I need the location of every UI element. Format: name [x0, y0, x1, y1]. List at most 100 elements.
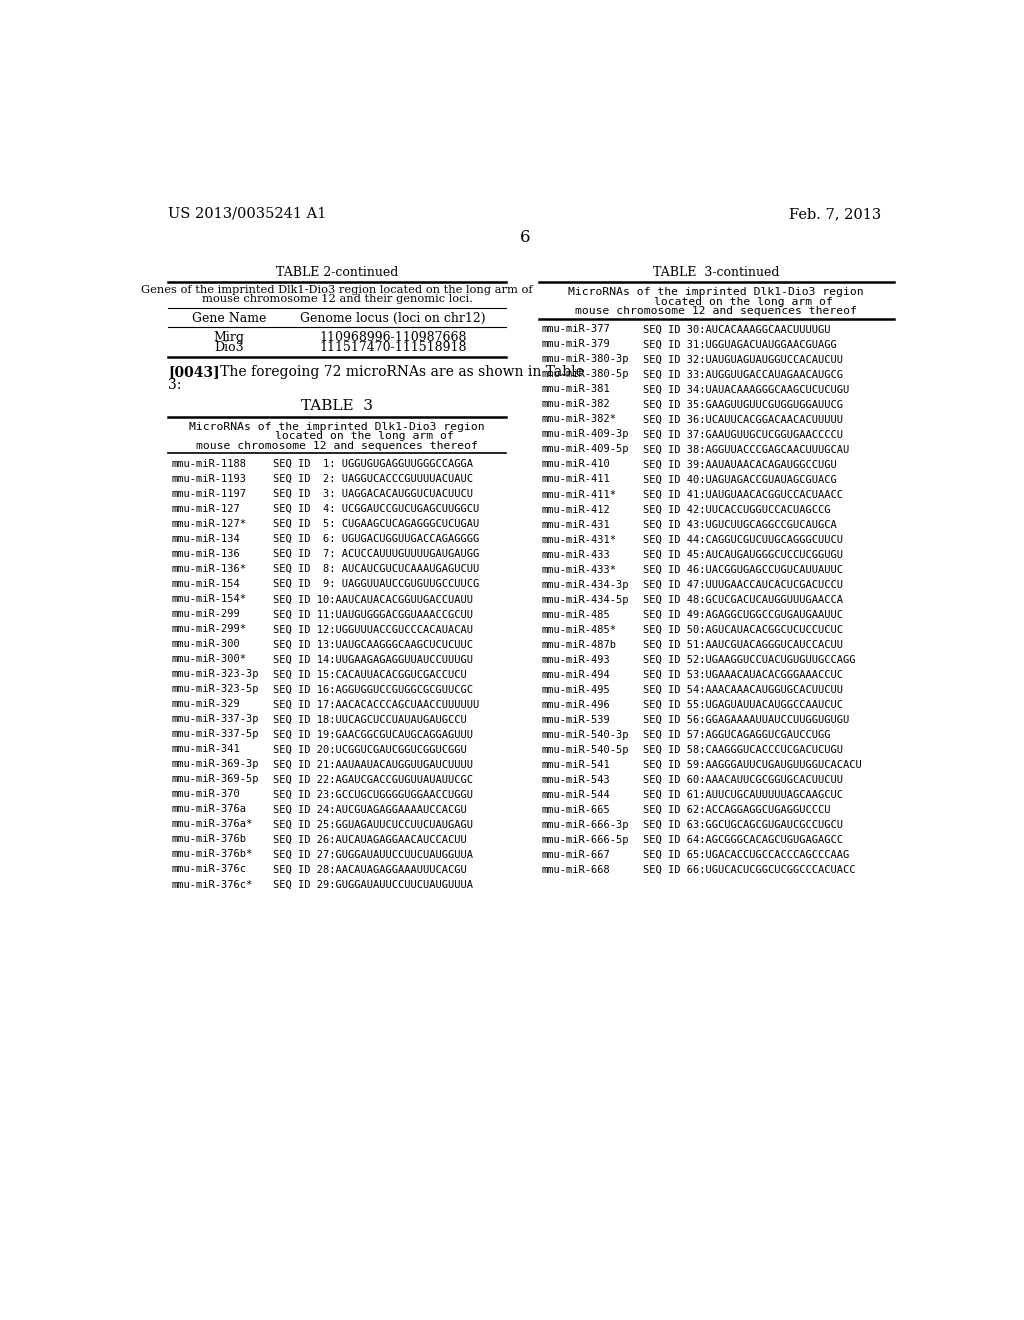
Text: mmu-miR-410: mmu-miR-410 — [542, 459, 610, 470]
Text: mmu-miR-136: mmu-miR-136 — [171, 549, 241, 560]
Text: mmu-miR-409-3p: mmu-miR-409-3p — [542, 429, 630, 440]
Text: mmu-miR-433*: mmu-miR-433* — [542, 565, 616, 574]
Text: SEQ ID  9: UAGGUUAUCCGUGUUGCCUUCG: SEQ ID 9: UAGGUUAUCCGUGUUGCCUUCG — [273, 579, 479, 589]
Text: SEQ ID 22:AGAUCGACCGUGUUAUAUUCGC: SEQ ID 22:AGAUCGACCGUGUUAUAUUCGC — [273, 775, 473, 784]
Text: Genes of the imprinted Dlk1-Dio3 region located on the long arm of: Genes of the imprinted Dlk1-Dio3 region … — [141, 285, 534, 296]
Text: SEQ ID 37:GAAUGUUGCUCGGUGAACCCCU: SEQ ID 37:GAAUGUUGCUCGGUGAACCCCU — [643, 429, 844, 440]
Text: SEQ ID 26:AUCAUAGAGGAACAUCCACUU: SEQ ID 26:AUCAUAGAGGAACAUCCACUU — [273, 834, 467, 845]
Text: mmu-miR-666-5p: mmu-miR-666-5p — [542, 834, 630, 845]
Text: US 2013/0035241 A1: US 2013/0035241 A1 — [168, 207, 327, 220]
Text: SEQ ID 59:AAGGGAUUCUGAUGUUGGUCACACU: SEQ ID 59:AAGGGAUUCUGAUGUUGGUCACACU — [643, 760, 862, 770]
Text: SEQ ID 55:UGAGUAUUACAUGGCCAAUCUC: SEQ ID 55:UGAGUAUUACAUGGCCAAUCUC — [643, 700, 844, 710]
Text: mmu-miR-495: mmu-miR-495 — [542, 685, 610, 694]
Text: SEQ ID  6: UGUGACUGGUUGACCAGAGGGG: SEQ ID 6: UGUGACUGGUUGACCAGAGGGG — [273, 535, 479, 544]
Text: SEQ ID 19:GAACGGCGUCAUGCAGGAGUUU: SEQ ID 19:GAACGGCGUCAUGCAGGAGUUU — [273, 730, 473, 739]
Text: SEQ ID 56:GGAGAAAAUUAUCCUUGGUGUGU: SEQ ID 56:GGAGAAAAUUAUCCUUGGUGUGU — [643, 714, 850, 725]
Text: SEQ ID 63:GGCUGCAGCGUGAUCGCCUGCU: SEQ ID 63:GGCUGCAGCGUGAUCGCCUGCU — [643, 820, 844, 830]
Text: SEQ ID 13:UAUGCAAGGGCAAGCUCUCUUC: SEQ ID 13:UAUGCAAGGGCAAGCUCUCUUC — [273, 639, 473, 649]
Text: mmu-miR-377: mmu-miR-377 — [542, 325, 610, 334]
Text: SEQ ID 24:AUCGUAGAGGAAAAUCCACGU: SEQ ID 24:AUCGUAGAGGAAAAUCCACGU — [273, 804, 467, 814]
Text: mmu-miR-376c*: mmu-miR-376c* — [171, 879, 253, 890]
Text: mmu-miR-380-3p: mmu-miR-380-3p — [542, 354, 630, 364]
Text: mmu-miR-411: mmu-miR-411 — [542, 474, 610, 484]
Text: SEQ ID 44:CAGGUCGUCUUGCAGGGCUUCU: SEQ ID 44:CAGGUCGUCUUGCAGGGCUUCU — [643, 535, 844, 545]
Text: TABLE  3: TABLE 3 — [301, 400, 374, 413]
Text: SEQ ID  2: UAGGUCACCCGUUUUACUAUC: SEQ ID 2: UAGGUCACCCGUUUUACUAUC — [273, 474, 473, 484]
Text: mmu-miR-544: mmu-miR-544 — [542, 789, 610, 800]
Text: SEQ ID 28:AACAUAGAGGAAAUUUCACGU: SEQ ID 28:AACAUAGAGGAAAUUUCACGU — [273, 865, 467, 874]
Text: TABLE 2-continued: TABLE 2-continued — [276, 265, 398, 279]
Text: SEQ ID  7: ACUCCAUUUGUUUUGAUGAUGG: SEQ ID 7: ACUCCAUUUGUUUUGAUGAUGG — [273, 549, 479, 560]
Text: mmu-miR-543: mmu-miR-543 — [542, 775, 610, 785]
Text: mmu-miR-323-5p: mmu-miR-323-5p — [171, 684, 259, 694]
Text: SEQ ID 31:UGGUAGACUAUGGAACGUAGG: SEQ ID 31:UGGUAGACUAUGGAACGUAGG — [643, 339, 838, 350]
Text: mmu-miR-485*: mmu-miR-485* — [542, 624, 616, 635]
Text: SEQ ID 64:AGCGGGCACAGCUGUGAGAGCC: SEQ ID 64:AGCGGGCACAGCUGUGAGAGCC — [643, 834, 844, 845]
Text: SEQ ID 58:CAAGGGUCACCCUCGACUCUGU: SEQ ID 58:CAAGGGUCACCCUCGACUCUGU — [643, 744, 844, 755]
Text: mmu-miR-154: mmu-miR-154 — [171, 579, 241, 589]
Text: SEQ ID 66:UGUCACUCGGCUCGGCCCACUACC: SEQ ID 66:UGUCACUCGGCUCGGCCCACUACC — [643, 865, 856, 875]
Text: SEQ ID 23:GCCUGCUGGGGUGGAACCUGGU: SEQ ID 23:GCCUGCUGGGGUGGAACCUGGU — [273, 789, 473, 800]
Text: mmu-miR-134: mmu-miR-134 — [171, 535, 241, 544]
Text: SEQ ID 14:UUGAAGAGAGGUUAUCCUUUGU: SEQ ID 14:UUGAAGAGAGGUUAUCCUUUGU — [273, 655, 473, 664]
Text: 110968996-110987668: 110968996-110987668 — [319, 331, 467, 345]
Text: SEQ ID 15:CACAUUACACGGUCGACCUCU: SEQ ID 15:CACAUUACACGGUCGACCUCU — [273, 669, 467, 680]
Text: Mirg: Mirg — [213, 331, 245, 345]
Text: mmu-miR-434-5p: mmu-miR-434-5p — [542, 594, 630, 605]
Text: mmu-miR-376a: mmu-miR-376a — [171, 804, 247, 814]
Text: mmu-miR-376b: mmu-miR-376b — [171, 834, 247, 845]
Text: mmu-miR-1197: mmu-miR-1197 — [171, 490, 247, 499]
Text: mmu-miR-337-5p: mmu-miR-337-5p — [171, 730, 259, 739]
Text: SEQ ID 46:UACGGUGAGCCUGUCAUUAUUC: SEQ ID 46:UACGGUGAGCCUGUCAUUAUUC — [643, 565, 844, 574]
Text: mmu-miR-433: mmu-miR-433 — [542, 549, 610, 560]
Text: SEQ ID  3: UAGGACACAUGGUCUACUUCU: SEQ ID 3: UAGGACACAUGGUCUACUUCU — [273, 490, 473, 499]
Text: SEQ ID 49:AGAGGCUGGCCGUGAUGAAUUC: SEQ ID 49:AGAGGCUGGCCGUGAUGAAUUC — [643, 610, 844, 619]
Text: SEQ ID 17:AACACACCCAGCUAACCUUUUUU: SEQ ID 17:AACACACCCAGCUAACCUUUUUU — [273, 700, 479, 709]
Text: mmu-miR-541: mmu-miR-541 — [542, 760, 610, 770]
Text: SEQ ID 43:UGUCUUGCAGGCCGUCAUGCA: SEQ ID 43:UGUCUUGCAGGCCGUCAUGCA — [643, 520, 838, 529]
Text: SEQ ID 48:GCUCGACUCAUGGUUUGAACCA: SEQ ID 48:GCUCGACUCAUGGUUUGAACCA — [643, 594, 844, 605]
Text: SEQ ID 20:UCGGUCGAUCGGUCGGUCGGU: SEQ ID 20:UCGGUCGAUCGGUCGGUCGGU — [273, 744, 467, 754]
Text: SEQ ID 62:ACCAGGAGGCUGAGGUCCCU: SEQ ID 62:ACCAGGAGGCUGAGGUCCCU — [643, 805, 830, 814]
Text: SEQ ID 60:AAACAUUCGCGGUGCACUUCUU: SEQ ID 60:AAACAUUCGCGGUGCACUUCUU — [643, 775, 844, 785]
Text: SEQ ID 27:GUGGAUAUUCCUUCUAUGGUUA: SEQ ID 27:GUGGAUAUUCCUUCUAUGGUUA — [273, 850, 473, 859]
Text: mmu-miR-665: mmu-miR-665 — [542, 805, 610, 814]
Text: Genome locus (loci on chr12): Genome locus (loci on chr12) — [300, 312, 485, 325]
Text: SEQ ID  5: CUGAAGCUCAGAGGGCUCUGAU: SEQ ID 5: CUGAAGCUCAGAGGGCUCUGAU — [273, 519, 479, 529]
Text: SEQ ID 34:UAUACAAAGGGCAAGCUCUCUGU: SEQ ID 34:UAUACAAAGGGCAAGCUCUCUGU — [643, 384, 850, 395]
Text: mmu-miR-300: mmu-miR-300 — [171, 639, 241, 649]
Text: mouse chromosome 12 and their genomic loci.: mouse chromosome 12 and their genomic lo… — [202, 294, 473, 305]
Text: SEQ ID 61:AUUCUGCAUUUUUAGCAAGCUC: SEQ ID 61:AUUCUGCAUUUUUAGCAAGCUC — [643, 789, 844, 800]
Text: SEQ ID 40:UAGUAGACCGUAUAGCGUACG: SEQ ID 40:UAGUAGACCGUAUAGCGUACG — [643, 474, 838, 484]
Text: mmu-miR-496: mmu-miR-496 — [542, 700, 610, 710]
Text: SEQ ID  8: AUCAUCGUCUCAAAUGAGUCUU: SEQ ID 8: AUCAUCGUCUCAAAUGAGUCUU — [273, 564, 479, 574]
Text: mmu-miR-431: mmu-miR-431 — [542, 520, 610, 529]
Text: SEQ ID 47:UUUGAACCAUCACUCGACUCCU: SEQ ID 47:UUUGAACCAUCACUCGACUCCU — [643, 579, 844, 590]
Text: mmu-miR-667: mmu-miR-667 — [542, 850, 610, 859]
Text: SEQ ID 45:AUCAUGAUGGGCUCCUCGGUGU: SEQ ID 45:AUCAUGAUGGGCUCCUCGGUGU — [643, 549, 844, 560]
Text: mmu-miR-323-3p: mmu-miR-323-3p — [171, 669, 259, 680]
Text: mmu-miR-434-3p: mmu-miR-434-3p — [542, 579, 630, 590]
Text: SEQ ID 35:GAAGUUGUUCGUGGUGGAUUCG: SEQ ID 35:GAAGUUGUUCGUGGUGGAUUCG — [643, 400, 844, 409]
Text: mmu-miR-382: mmu-miR-382 — [542, 400, 610, 409]
Text: mmu-miR-329: mmu-miR-329 — [171, 700, 241, 709]
Text: Feb. 7, 2013: Feb. 7, 2013 — [790, 207, 882, 220]
Text: mmu-miR-369-5p: mmu-miR-369-5p — [171, 775, 259, 784]
Text: mmu-miR-431*: mmu-miR-431* — [542, 535, 616, 545]
Text: The foregoing 72 microRNAs are as shown in Table: The foregoing 72 microRNAs are as shown … — [207, 366, 584, 379]
Text: SEQ ID 25:GGUAGAUUCUCCUUCUAUGAGU: SEQ ID 25:GGUAGAUUCUCCUUCUAUGAGU — [273, 820, 473, 829]
Text: mmu-miR-337-3p: mmu-miR-337-3p — [171, 714, 259, 725]
Text: Dio3: Dio3 — [214, 342, 244, 354]
Text: mmu-miR-341: mmu-miR-341 — [171, 744, 241, 754]
Text: SEQ ID 57:AGGUCAGAGGUCGAUCCUGG: SEQ ID 57:AGGUCAGAGGUCGAUCCUGG — [643, 730, 830, 739]
Text: located on the long arm of: located on the long arm of — [220, 432, 454, 441]
Text: SEQ ID 39:AAUAUAACACAGAUGGCCUGU: SEQ ID 39:AAUAUAACACAGAUGGCCUGU — [643, 459, 838, 470]
Text: SEQ ID 33:AUGGUUGACCAUAGAACAUGCG: SEQ ID 33:AUGGUUGACCAUAGAACAUGCG — [643, 370, 844, 379]
Text: mmu-miR-127*: mmu-miR-127* — [171, 519, 247, 529]
Text: mmu-miR-376a*: mmu-miR-376a* — [171, 820, 253, 829]
Text: mmu-miR-376c: mmu-miR-376c — [171, 865, 247, 874]
Text: SEQ ID 30:AUCACAAAGGCAACUUUUGU: SEQ ID 30:AUCACAAAGGCAACUUUUGU — [643, 325, 830, 334]
Text: SEQ ID 16:AGGUGGUCCGUGGCGCGUUCGC: SEQ ID 16:AGGUGGUCCGUGGCGCGUUCGC — [273, 684, 473, 694]
Text: mouse chromosome 12 and sequences thereof: mouse chromosome 12 and sequences thereo… — [197, 441, 478, 450]
Text: SEQ ID 18:UUCAGCUCCUAUAUGAUGCCU: SEQ ID 18:UUCAGCUCCUAUAUGAUGCCU — [273, 714, 467, 725]
